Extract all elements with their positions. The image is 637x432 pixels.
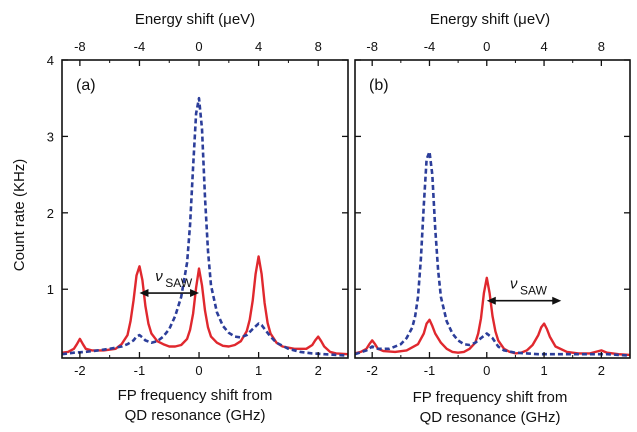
panel-label-b: (b) <box>369 77 389 94</box>
nu-saw-subscript-a: SAW <box>165 276 193 290</box>
x-tick-label-b: 2 <box>598 363 605 378</box>
top-tick-label-a: -4 <box>134 39 146 54</box>
top-tick-label-b: 8 <box>598 39 605 54</box>
x-tick-label-b: -1 <box>424 363 436 378</box>
nu-saw-subscript-b: SAW <box>520 284 548 298</box>
plot-frame-b <box>354 59 631 359</box>
top-tick-label-a: 8 <box>315 39 322 54</box>
x-tick-label-b: 1 <box>540 363 547 378</box>
top-tick-label-b: -4 <box>424 39 436 54</box>
x-tick-label-a: -1 <box>134 363 146 378</box>
dashed-series-line-a <box>62 96 348 357</box>
bottom-axis-title-b-line1: FP frequency shift from <box>413 389 568 406</box>
nu-saw-arrowhead-right-a <box>190 289 200 298</box>
top-axis-title-a: Energy shift (μeV) <box>135 11 255 28</box>
nu-saw-arrowhead-left-b <box>486 296 496 305</box>
y-tick-label-a: 3 <box>47 129 54 144</box>
x-tick-label-a: -2 <box>74 363 86 378</box>
x-tick-label-b: -2 <box>366 363 378 378</box>
solid-series-line-a <box>62 255 348 356</box>
nu-saw-arrowhead-left-a <box>139 289 149 298</box>
top-tick-label-a: 0 <box>195 39 202 54</box>
dashed-series-line-b <box>355 150 630 357</box>
panel-label-a: (a) <box>76 77 96 94</box>
x-tick-label-a: 1 <box>255 363 262 378</box>
nu-saw-arrowhead-right-b <box>552 296 562 305</box>
y-tick-label-a: 1 <box>47 282 54 297</box>
panel-b: -2 -1 0 1 2 -8 -4 0 4 8 (b) ν SAW <box>354 39 631 378</box>
bottom-axis-title-a-line1: FP frequency shift from <box>118 387 273 404</box>
solid-series-line-b <box>355 276 630 357</box>
top-tick-label-b: 4 <box>540 39 547 54</box>
y-tick-label-a: 4 <box>47 53 54 68</box>
y-tick-label-a: 2 <box>47 206 54 221</box>
nu-saw-label-b: ν <box>510 276 518 293</box>
top-tick-label-a: 4 <box>255 39 262 54</box>
top-tick-label-a: -8 <box>74 39 86 54</box>
bottom-axis-title-b-line2: QD resonance (GHz) <box>420 409 561 426</box>
y-axis-title: Count rate (KHz) <box>11 159 28 272</box>
plot-frame-a <box>61 59 349 359</box>
bottom-axis-title-a-line2: QD resonance (GHz) <box>125 407 266 424</box>
x-tick-label-a: 0 <box>195 363 202 378</box>
x-tick-label-b: 0 <box>483 363 490 378</box>
top-tick-label-b: 0 <box>483 39 490 54</box>
top-axis-title-b: Energy shift (μeV) <box>430 11 550 28</box>
top-tick-label-b: -8 <box>366 39 378 54</box>
x-tick-label-a: 2 <box>315 363 322 378</box>
nu-saw-label-a: ν <box>155 268 163 285</box>
